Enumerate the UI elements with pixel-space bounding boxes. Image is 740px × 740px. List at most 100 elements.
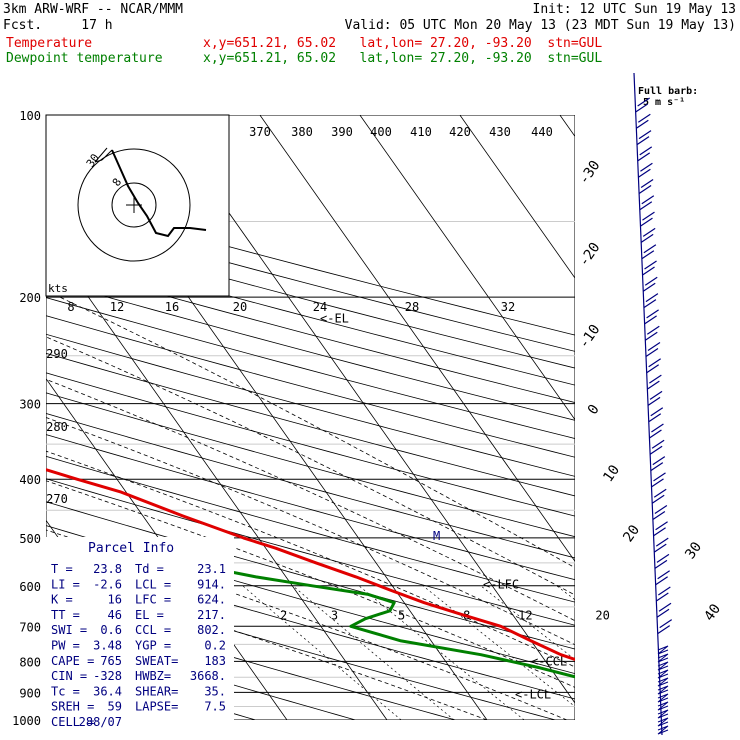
- wind-barb: [653, 472, 666, 482]
- dry-adiabat: [46, 315, 575, 458]
- wind-barb: [642, 282, 656, 292]
- parcel-info-cell: 765: [100, 654, 122, 668]
- wind-barb: [639, 146, 653, 156]
- isobar-label: 200: [19, 291, 41, 305]
- wind-barb: [653, 488, 667, 498]
- wind-barb: [657, 661, 669, 671]
- parcel-info-cell: CCL =: [135, 623, 171, 637]
- wind-barb: [652, 511, 666, 520]
- isobar-label: 800: [19, 655, 41, 669]
- mixing-ratio-label: 12: [518, 609, 532, 623]
- hodograph-ring: [77, 148, 191, 262]
- profile-annotation: M: [433, 529, 440, 543]
- parcel-info-cell: 288/07: [79, 715, 122, 729]
- wind-barb: [643, 244, 657, 254]
- theta-label: 290: [46, 347, 68, 361]
- wind-barb: [654, 505, 668, 514]
- wind-barb: [655, 592, 669, 602]
- parcel-info-cell: TT =: [51, 608, 80, 622]
- hodograph-axis-label: 12: [110, 300, 124, 314]
- parcel-info-cell: K =: [51, 593, 73, 607]
- wind-barb: [655, 537, 669, 547]
- parcel-info-cell: 35.: [204, 684, 226, 698]
- isotherm-label: -10: [576, 322, 604, 352]
- parcel-info-cell: 46: [108, 608, 122, 622]
- isobar-label: 1000: [12, 714, 41, 728]
- wind-barb: [657, 653, 669, 663]
- wind-barb: [650, 407, 664, 417]
- wind-barb: [640, 217, 653, 227]
- theta-label: 420: [449, 125, 471, 139]
- dry-adiabat: [46, 601, 456, 720]
- valid-time: Valid: 05 UTC Mon 20 May 13 (23 MDT Sun …: [344, 18, 736, 33]
- mixing-ratio-label: 3: [331, 609, 338, 623]
- wind-barb: [651, 439, 665, 449]
- wind-barb: [647, 342, 661, 351]
- wind-barb: [655, 521, 668, 531]
- forecast-hour: Fcst. 17 h: [3, 18, 113, 33]
- dry-adiabat: [46, 333, 575, 477]
- parcel-info-cell: LCL =: [135, 577, 171, 591]
- wind-barb: [657, 701, 669, 711]
- parcel-info-cell: -328: [93, 669, 122, 683]
- wind-barb: [652, 456, 666, 466]
- parcel-info-cell: Td =: [135, 562, 164, 576]
- isobar-label: 600: [19, 580, 41, 594]
- parcel-info-cell: 0.6: [100, 623, 122, 637]
- parcel-info-cell: EL =: [135, 608, 164, 622]
- wind-staff: [633, 72, 663, 736]
- parcel-info-cell: 23.8: [93, 562, 122, 576]
- wind-barb: [644, 276, 658, 286]
- dry-adiabat: [46, 279, 575, 421]
- temperature-line: [46, 468, 575, 662]
- mixing-ratio-label: 2: [280, 609, 287, 623]
- wind-barb: [657, 645, 669, 655]
- dry-adiabat: [46, 297, 575, 439]
- wind-barb: [653, 527, 666, 537]
- wind-barb: [648, 413, 662, 423]
- wind-barb: [635, 103, 648, 113]
- parcel-info-cell: 23.1: [197, 562, 226, 576]
- mixing-ratio-line: [292, 585, 455, 720]
- wind-barb: [646, 364, 660, 374]
- isotherm-label: 40: [701, 601, 724, 624]
- wind-barb: [658, 602, 672, 612]
- wind-barb: [654, 559, 668, 569]
- wind-barb: [644, 315, 657, 325]
- isotherm-line: [359, 115, 575, 421]
- init-time: Init: 12 UTC Sun 19 May 13: [532, 2, 737, 17]
- wind-barb: [656, 608, 670, 618]
- wind-barb: [657, 685, 669, 695]
- parcel-info-cell: LAPSE=: [135, 700, 178, 714]
- wind-barb: [644, 260, 657, 270]
- parcel-info-cell: 624.: [197, 593, 226, 607]
- isotherm-label: 30: [682, 539, 705, 562]
- parcel-info-cell: SWI =: [51, 623, 87, 637]
- wind-barb: [639, 201, 653, 211]
- wind-barb: [656, 553, 670, 563]
- moist-adiabat: [46, 450, 575, 668]
- theta-label: 380: [291, 125, 313, 139]
- theta-label: 270: [46, 492, 68, 506]
- hodograph-axis-label: 28: [405, 300, 419, 314]
- parcel-info-cell: 802.: [197, 623, 226, 637]
- wind-barb: [657, 693, 669, 703]
- wind-barb: [650, 462, 664, 472]
- wind-barb: [636, 119, 649, 129]
- wind-barb: [642, 211, 655, 221]
- moist-adiabat: [46, 378, 575, 622]
- wind-barb: [637, 152, 651, 162]
- mixing-ratio-line: [422, 585, 575, 708]
- parcel-info-panel: Parcel Info T = 23.8 Td = 23.1 LI = -2.6 LCL =…: [46, 537, 234, 729]
- isotherm-line: [459, 115, 575, 279]
- wind-barb: [655, 576, 668, 586]
- wind-barb: [641, 195, 655, 205]
- parcel-info-cell: 3.48: [93, 639, 122, 653]
- parcel-info-cell: CIN =: [51, 669, 87, 683]
- parcel-info-cell: 7.5: [204, 700, 226, 714]
- parcel-info-cell: LI =: [51, 577, 80, 591]
- wind-barb: [645, 348, 659, 357]
- dry-adiabat: [46, 478, 575, 626]
- wind-barb: [638, 185, 652, 194]
- wind-barb: [646, 325, 660, 335]
